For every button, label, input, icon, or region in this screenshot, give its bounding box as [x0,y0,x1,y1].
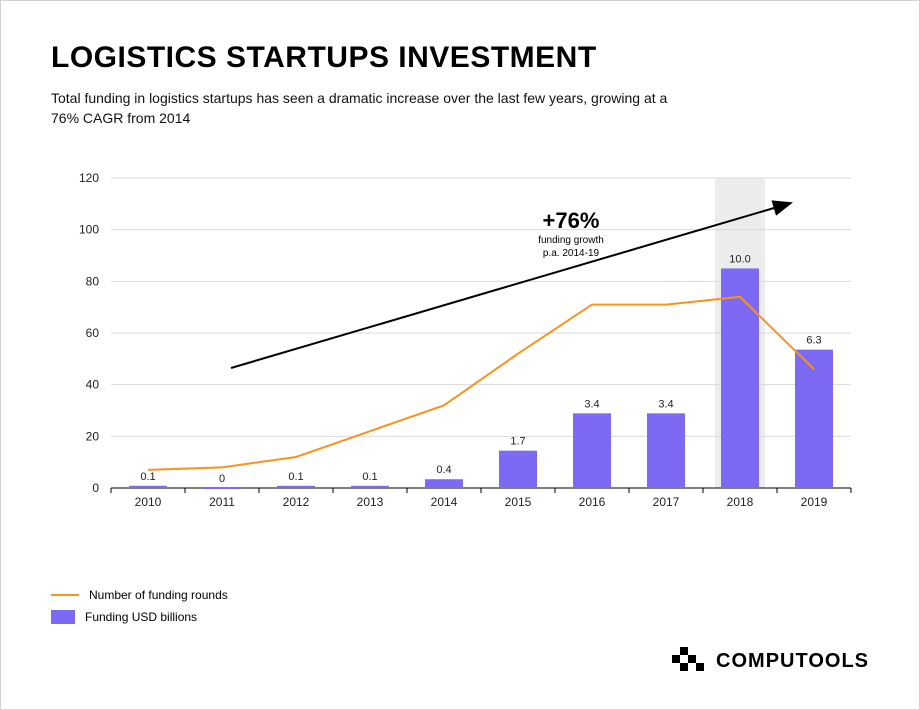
legend-bar-label: Funding USD billions [85,610,197,624]
bar-value-label: 0.1 [140,471,155,483]
bar-value-label: 0.4 [436,464,451,476]
y-tick-label: 60 [86,326,100,340]
x-tick-label: 2014 [431,495,458,509]
x-tick-label: 2012 [283,495,310,509]
annotation-small-1: funding growth [538,235,604,246]
bar-value-label: 0 [219,473,225,485]
x-tick-label: 2015 [505,495,532,509]
bar [721,269,759,489]
bar [425,479,463,488]
x-tick-label: 2011 [209,495,235,509]
y-tick-label: 100 [79,223,99,237]
bar-value-label: 10.0 [729,254,750,266]
brand: COMPUTOOLS [672,647,869,675]
bar [277,486,315,488]
bar-line-chart: 0 20 40 60 80 100 120 0.1 2010 0 2011 0.1 2012 0.1 201… [51,168,871,538]
bar-value-label: 0.1 [288,471,303,483]
bar [647,414,685,489]
y-tick-label: 20 [86,430,100,444]
x-tick-label: 2017 [653,495,680,509]
brand-logo-icon [672,647,708,675]
legend-line-swatch [51,594,79,596]
x-tick-label: 2010 [135,495,162,509]
bar-value-label: 3.4 [584,399,599,411]
page-title: LOGISTICS STARTUPS INVESTMENT [51,41,869,75]
bar-value-label: 3.4 [658,399,673,411]
legend-line-label: Number of funding rounds [89,588,228,602]
line-series [148,297,814,470]
annotation-small-2: p.a. 2014-19 [543,248,600,259]
legend-bar-swatch [51,610,75,624]
bar [499,451,537,488]
x-tick-label: 2013 [357,495,384,509]
annotation-big: +76% [543,208,600,233]
x-tick-label: 2019 [801,495,828,509]
bar [203,488,241,489]
bar-value-label: 1.7 [510,436,525,448]
bar [795,350,833,488]
bar [573,414,611,489]
brand-text: COMPUTOOLS [716,650,869,673]
bar [129,486,167,488]
bar-value-label: 0.1 [362,471,377,483]
bar [351,486,389,488]
legend-line-row: Number of funding rounds [51,588,869,602]
y-tick-label: 80 [86,275,100,289]
bar-value-label: 6.3 [806,335,821,347]
legend: Number of funding rounds Funding USD bil… [51,588,869,624]
chart-container: 0 20 40 60 80 100 120 0.1 2010 0 2011 0.1 2012 0.1 201… [51,168,869,568]
x-tick-label: 2016 [579,495,606,509]
y-tick-label: 40 [86,378,100,392]
growth-arrow [231,203,791,368]
x-tick-label: 2018 [727,495,754,509]
y-tick-label: 0 [92,481,99,495]
legend-bar-row: Funding USD billions [51,610,869,624]
page-subtitle: Total funding in logistics startups has … [51,89,671,128]
y-tick-label: 120 [79,171,99,185]
